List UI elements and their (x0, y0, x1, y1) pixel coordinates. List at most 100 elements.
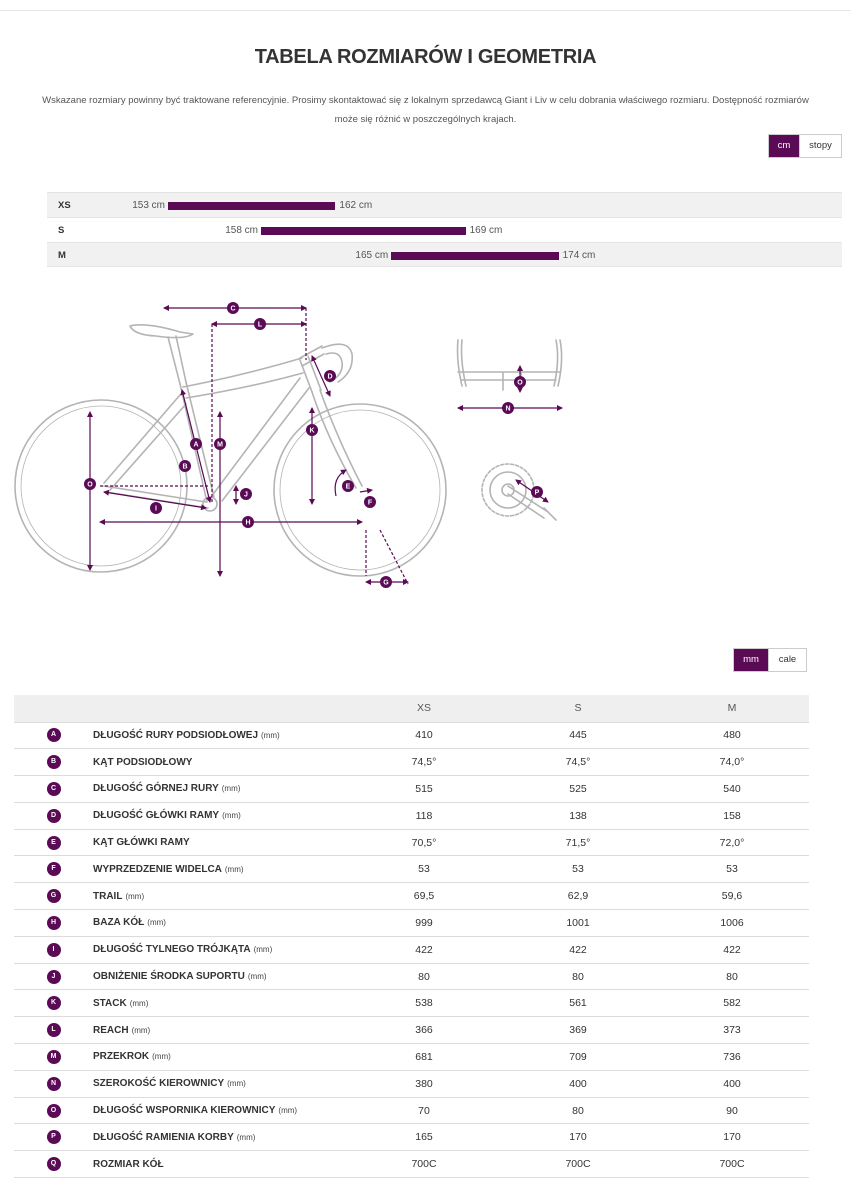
geometry-row: N SZEROKOŚĆ KIEROWNICY (mm) 380 400 400 (14, 1069, 809, 1098)
label-n: N (505, 406, 510, 413)
measurement-badge: F (46, 862, 61, 877)
measurement-badge: J (46, 969, 61, 984)
measurement-badge: B (46, 755, 61, 770)
height-min-label: 153 cm (132, 200, 165, 211)
height-size-label: M (58, 250, 66, 261)
measurement-unit: (mm) (131, 1025, 151, 1035)
measurement-value: 165 (347, 1123, 501, 1151)
measurement-name: OBNIŻENIE ŚRODKA SUPORTU (93, 971, 245, 983)
measurement-value: 422 (501, 935, 655, 964)
size-header-xs: XS (347, 695, 501, 722)
measurement-unit: (mm) (125, 891, 145, 901)
measurement-value: 736 (655, 1043, 809, 1071)
label-o-stem: O (517, 380, 523, 387)
geometry-row: L REACH (mm) 366 369 373 (14, 1016, 809, 1044)
measurement-value: 138 (501, 801, 655, 830)
measurement-value: 74,5° (501, 748, 655, 776)
height-range-bar (391, 252, 559, 260)
measurement-badge: I (46, 942, 61, 957)
measurement-value: 90 (655, 1096, 809, 1124)
saddle (129, 324, 194, 339)
measurement-value: 561 (501, 989, 655, 1017)
measurement-value: 422 (655, 935, 809, 964)
top-tube (182, 357, 304, 399)
measurement-name: DŁUGOŚĆ TYLNEGO TRÓJKĄTA (93, 944, 251, 956)
rider-height-chart: XS 153 cm 162 cm S 158 cm 169 cm M 165 cm 174 cm (47, 192, 842, 267)
measurement-value: 540 (655, 775, 809, 803)
measurement-unit: (mm) (224, 864, 244, 874)
measurement-value: 681 (347, 1043, 501, 1071)
measurement-value: 422 (347, 935, 501, 964)
height-row: XS 153 cm 162 cm (47, 192, 842, 217)
height-row: S 158 cm 169 cm (47, 217, 842, 242)
down-tube (213, 377, 310, 502)
handlebar-detail (456, 339, 563, 391)
measurement-value: 53 (347, 855, 501, 883)
measurement-badge: Q (46, 1157, 61, 1172)
measurement-value: 70,5° (347, 828, 501, 856)
geometry-table: XS S M A DŁUGOŚĆ RURY PODSIODŁOWEJ (mm) 410… (14, 695, 809, 1179)
measurement-value: 71,5° (501, 828, 655, 856)
measurement-value: 118 (347, 801, 501, 830)
front-wheel (273, 403, 447, 577)
measurement-value: 445 (501, 721, 655, 749)
geometry-row: P DŁUGOŚĆ RAMIENIA KORBY (mm) 165 170 170 (14, 1123, 809, 1151)
height-max-label: 162 cm (339, 200, 373, 211)
measurement-name: TRAIL (93, 890, 123, 902)
measurement-unit: (mm) (236, 1132, 256, 1142)
label-l: L (258, 322, 263, 329)
unit-cm-button[interactable]: cm (769, 135, 799, 157)
measurement-value: 74,0° (655, 748, 809, 776)
unit-mm-button[interactable]: mm (734, 649, 768, 671)
measurement-value: 80 (655, 962, 809, 990)
measurement-value: 59,6 (655, 882, 809, 910)
measurement-unit: (mm) (129, 998, 149, 1008)
label-a: A (193, 442, 198, 449)
measurement-name: DŁUGOŚĆ WSPORNIKA KIEROWNICY (93, 1105, 276, 1117)
measurement-name: DŁUGOŚĆ RURY PODSIODŁOWEJ (93, 729, 259, 741)
geometry-row: K STACK (mm) 538 561 582 (14, 989, 809, 1017)
geometry-row: G TRAIL (mm) 69,5 62,9 59,6 (14, 882, 809, 910)
measurement-name: DŁUGOŚĆ GŁÓWKI RAMY (93, 810, 220, 822)
unit-inch-button[interactable]: cale (768, 649, 806, 671)
measurement-name: REACH (93, 1024, 129, 1036)
page-title: TABELA ROZMIARÓW I GEOMETRIA (254, 46, 597, 68)
label-p: P (535, 490, 540, 497)
dimension-lines (87, 305, 563, 585)
measurement-value: 69,5 (347, 882, 501, 910)
measurement-value: 1006 (655, 909, 809, 937)
measurement-unit: (mm) (152, 1052, 171, 1062)
measurement-name: STACK (93, 997, 127, 1009)
fork (311, 389, 363, 489)
measurement-name: DŁUGOŚĆ GÓRNEJ RURY (93, 783, 219, 795)
top-divider (0, 10, 851, 11)
measurement-value: 62,9 (501, 882, 655, 910)
unit-feet-button[interactable]: stopy (799, 135, 841, 157)
measurement-name: PRZEKROK (93, 1051, 150, 1063)
label-d: D (327, 374, 332, 381)
handlebar (321, 343, 354, 383)
measurement-value: 410 (347, 721, 501, 749)
measurement-value: 80 (347, 962, 501, 990)
measurement-badge: N (46, 1076, 61, 1091)
diagram-labels: C L D K A M B O E J F I H G O N P (84, 302, 543, 588)
measurement-value: 170 (501, 1123, 655, 1151)
height-max-label: 174 cm (562, 250, 596, 261)
measurement-unit: (mm) (147, 918, 166, 928)
measurement-value: 170 (655, 1123, 809, 1151)
height-range-bar (261, 227, 466, 235)
geometry-row: O DŁUGOŚĆ WSPORNIKA KIEROWNICY (mm) 70 80 90 (14, 1096, 809, 1124)
measurement-name: BAZA KÓŁ (93, 917, 145, 929)
measurement-value: 369 (501, 1016, 655, 1044)
height-size-label: S (58, 225, 65, 236)
measurement-unit: (mm) (227, 1079, 246, 1089)
geometry-row: I DŁUGOŚĆ TYLNEGO TRÓJKĄTA (mm) 422 422 422 (14, 935, 809, 964)
label-j: J (244, 492, 248, 499)
measurement-value: 366 (347, 1016, 501, 1044)
measurement-value: 400 (655, 1069, 809, 1098)
measurement-unit: (mm) (253, 945, 273, 955)
intro-text: Wskazane rozmiary powinny być traktowane… (42, 95, 809, 125)
geometry-row: Q ROZMIAR KÓŁ 700C 700C 700C (14, 1150, 809, 1179)
height-row: M 165 cm 174 cm (47, 242, 842, 267)
measurement-value: 53 (501, 855, 655, 883)
